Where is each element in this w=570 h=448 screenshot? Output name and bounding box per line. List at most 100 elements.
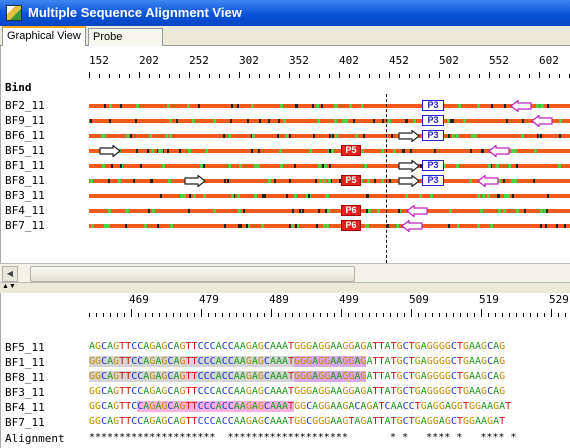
sequence-track[interactable] — [89, 164, 570, 168]
variation-mark — [167, 104, 170, 108]
reverse-primer-arrow-icon[interactable] — [488, 145, 510, 157]
variation-mark — [280, 104, 283, 108]
variation-mark — [496, 164, 499, 168]
probe-box[interactable]: P3 — [422, 100, 444, 111]
tab-probe-details[interactable]: Probe Details — [88, 28, 163, 59]
ruler-tick — [179, 74, 180, 78]
sequence-track[interactable] — [89, 224, 570, 228]
base-tick — [285, 313, 286, 317]
base-tick — [544, 313, 545, 317]
variation-mark — [302, 209, 304, 213]
ruler-tick — [99, 74, 100, 78]
variation-mark — [135, 119, 137, 123]
base-tick — [271, 309, 272, 317]
ruler-tick — [169, 74, 170, 78]
reverse-primer-arrow-icon[interactable] — [510, 100, 532, 112]
variation-mark — [410, 149, 412, 153]
sequence-track[interactable] — [89, 209, 570, 213]
reverse-primer-arrow-icon[interactable] — [477, 175, 499, 187]
base-ruler-label: 519 — [479, 293, 499, 306]
ruler-tick — [119, 74, 120, 78]
variation-mark — [403, 149, 405, 153]
probe-box[interactable]: P6 — [341, 220, 361, 231]
variation-mark — [294, 194, 297, 198]
variation-mark — [318, 164, 321, 168]
ruler-tick — [389, 72, 390, 78]
variation-mark — [277, 134, 279, 138]
variation-mark — [189, 194, 191, 198]
forward-primer-arrow-icon[interactable] — [398, 160, 420, 172]
probe-box[interactable]: P3 — [422, 130, 444, 141]
forward-primer-arrow-icon[interactable] — [398, 175, 420, 187]
variation-mark — [482, 194, 485, 198]
variation-mark — [497, 194, 499, 198]
variation-mark — [448, 134, 450, 138]
track-label: BF6_11 — [5, 129, 45, 142]
tab-graphical-view[interactable]: Graphical View — [2, 26, 86, 47]
variation-mark — [237, 194, 240, 198]
ruler-tick — [419, 74, 420, 78]
probe-box[interactable]: P3 — [422, 115, 444, 126]
variation-mark — [130, 134, 132, 138]
splitter-arrows-icon[interactable]: ▲▼ — [2, 283, 16, 290]
variation-mark — [259, 119, 261, 123]
forward-primer-arrow-icon[interactable] — [99, 145, 121, 157]
probe-box[interactable]: P6 — [341, 205, 361, 216]
sequence-track[interactable] — [89, 194, 570, 198]
variation-mark — [251, 149, 253, 153]
probe-box[interactable]: P3 — [422, 160, 444, 171]
reverse-primer-arrow-icon[interactable] — [401, 220, 423, 232]
probe-box[interactable]: P5 — [341, 145, 361, 156]
ruler-tick — [519, 74, 520, 78]
variation-mark — [463, 119, 466, 123]
forward-primer-arrow-icon[interactable] — [184, 175, 206, 187]
variation-mark — [289, 224, 291, 228]
base-ruler-label: 489 — [269, 293, 289, 306]
variation-mark — [126, 134, 129, 138]
ruler-tick — [89, 72, 90, 78]
variation-mark — [477, 194, 480, 198]
variation-mark — [292, 209, 294, 213]
variation-mark — [457, 224, 460, 228]
reverse-primer-arrow-icon[interactable] — [406, 205, 428, 217]
forward-primer-arrow-icon[interactable] — [398, 130, 420, 142]
variation-mark — [540, 134, 542, 138]
variation-mark — [289, 134, 291, 138]
ruler-tick — [319, 74, 320, 78]
base-tick — [474, 313, 475, 317]
base-ruler-label: 529 — [549, 293, 569, 306]
horizontal-scrollbar[interactable]: ◀ — [0, 263, 570, 283]
probe-box[interactable]: P3 — [422, 175, 444, 186]
variation-mark — [430, 194, 433, 198]
scroll-left-button[interactable]: ◀ — [2, 266, 18, 282]
ruler-label: 502 — [439, 54, 459, 67]
variation-mark — [471, 134, 474, 138]
variation-mark — [353, 119, 355, 123]
ruler-tick — [109, 74, 110, 78]
variation-mark — [203, 164, 205, 168]
ruler-tick — [269, 74, 270, 78]
variation-mark — [322, 164, 324, 168]
base-tick — [131, 309, 132, 317]
variation-mark — [367, 179, 370, 183]
base-tick — [404, 313, 405, 317]
track-label: BF7_11 — [5, 219, 45, 232]
scroll-thumb[interactable] — [30, 266, 355, 282]
base-tick — [530, 313, 531, 317]
variation-mark — [243, 209, 245, 213]
probe-box[interactable]: P5 — [341, 175, 361, 186]
ruler-tick — [139, 72, 140, 78]
panel-splitter[interactable]: ▲▼ — [0, 283, 570, 293]
reverse-primer-arrow-icon[interactable] — [531, 115, 553, 127]
variation-mark — [254, 194, 257, 198]
base-tick — [159, 313, 160, 317]
sequence-track[interactable] — [89, 119, 570, 123]
variation-mark — [559, 119, 562, 123]
sequence-track[interactable] — [89, 104, 570, 108]
sequence-track[interactable] — [89, 179, 570, 183]
variation-mark — [398, 209, 400, 213]
variation-mark — [349, 104, 352, 108]
base-tick — [453, 313, 454, 317]
variation-mark — [147, 149, 149, 153]
sequence-track[interactable] — [89, 134, 570, 138]
